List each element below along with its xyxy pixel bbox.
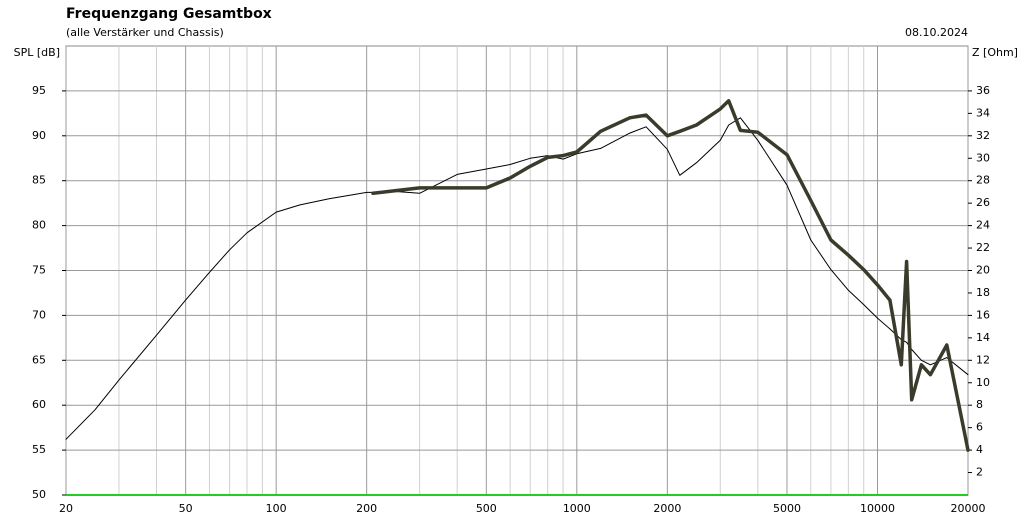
y-tick-label: 70: [32, 308, 46, 321]
y2-tick-label: 2: [976, 466, 983, 479]
y2-tick-label: 8: [976, 398, 983, 411]
y-tick-label: 50: [32, 488, 46, 501]
x-tick-label: 100: [266, 502, 287, 515]
y2-tick-label: 12: [976, 353, 990, 366]
y-tick-label: 65: [32, 353, 46, 366]
y-tick-label: 85: [32, 174, 46, 187]
x-tick-label: 200: [356, 502, 377, 515]
y2-axis-label: Z [Ohm]: [972, 46, 1018, 59]
y2-tick-label: 22: [976, 241, 990, 254]
date: 08.10.2024: [905, 26, 968, 39]
x-tick-label: 5000: [773, 502, 801, 515]
chart-subtitle: (alle Verstärker und Chassis): [66, 26, 224, 39]
y2-tick-label: 16: [976, 308, 990, 321]
y2-tick-label: 10: [976, 376, 990, 389]
x-tick-label: 1000: [563, 502, 591, 515]
y-tick-label: 80: [32, 219, 46, 232]
series-line: [65, 117, 969, 440]
y2-tick-label: 34: [976, 106, 990, 119]
y2-tick-label: 24: [976, 219, 990, 232]
chart-title: Frequenzgang Gesamtbox: [66, 6, 272, 22]
y2-tick-label: 20: [976, 264, 990, 277]
y2-tick-label: 6: [976, 421, 983, 434]
y2-tick-label: 32: [976, 129, 990, 142]
y-tick-label: 75: [32, 264, 46, 277]
y2-tick-label: 30: [976, 151, 990, 164]
y-tick-label: 95: [32, 84, 46, 97]
y-tick-label: 90: [32, 129, 46, 142]
x-tick-label: 500: [476, 502, 497, 515]
y2-tick-label: 4: [976, 443, 983, 456]
series-line: [371, 99, 970, 452]
y-tick-label: 60: [32, 398, 46, 411]
x-tick-label: 50: [179, 502, 193, 515]
y-tick-label: 55: [32, 443, 46, 456]
y2-tick-label: 26: [976, 196, 990, 209]
y2-tick-label: 14: [976, 331, 990, 344]
y2-tick-label: 18: [976, 286, 990, 299]
y2-tick-label: 36: [976, 84, 990, 97]
y-axis-label: SPL [dB]: [14, 46, 60, 59]
x-tick-label: 20000: [951, 502, 986, 515]
x-tick-label: 20: [59, 502, 73, 515]
x-tick-label: 10000: [860, 502, 895, 515]
y2-tick-label: 28: [976, 174, 990, 187]
x-tick-label: 2000: [653, 502, 681, 515]
